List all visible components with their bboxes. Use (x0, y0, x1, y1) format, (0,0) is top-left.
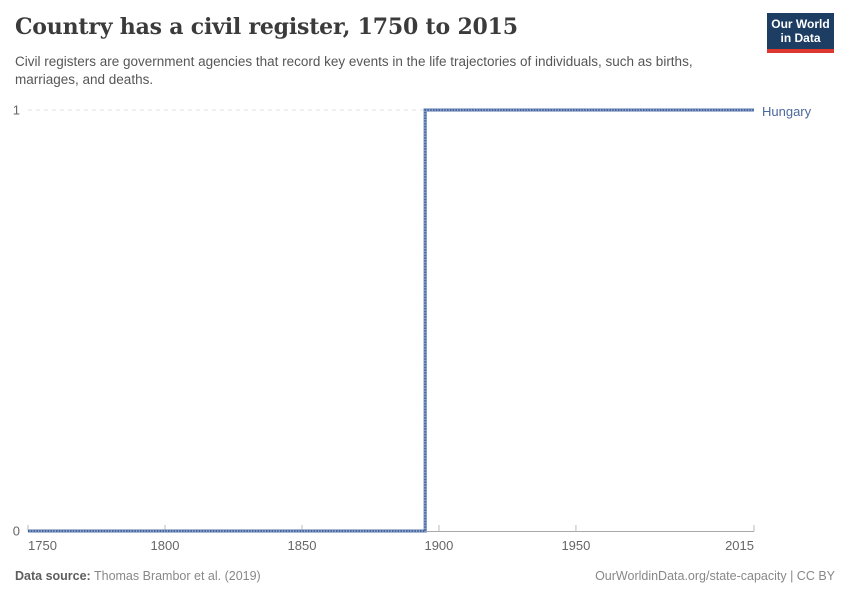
x-tick-label-1950: 1950 (561, 538, 590, 553)
y-tick-label-0: 0 (13, 524, 20, 539)
data-source-label: Data source: (15, 569, 91, 583)
footer-link[interactable]: OurWorldinData.org/state-capacity | CC B… (595, 569, 835, 583)
x-tick-label-1800: 1800 (151, 538, 180, 553)
owid-logo[interactable]: Our World in Data (767, 13, 834, 53)
owid-logo-line1: Our World (771, 17, 830, 31)
series-line-base (28, 108, 754, 533)
data-source: Data source: Thomas Brambor et al. (2019… (15, 569, 261, 583)
chart-subtitle: Civil registers are government agencies … (15, 54, 693, 87)
series-label-hungary[interactable]: Hungary (762, 104, 812, 119)
series-line-markers (28, 109, 754, 532)
owid-logo-line2: in Data (780, 31, 821, 45)
x-tick-label-1750: 1750 (28, 538, 57, 553)
data-source-value: Thomas Brambor et al. (2019) (90, 569, 261, 583)
y-tick-label-1: 1 (13, 103, 20, 118)
page-title: Country has a civil register, 1750 to 20… (15, 14, 518, 40)
x-tick-label-2015: 2015 (725, 538, 754, 553)
x-tick-label-1850: 1850 (288, 538, 317, 553)
x-tick-label-1900: 1900 (424, 538, 453, 553)
